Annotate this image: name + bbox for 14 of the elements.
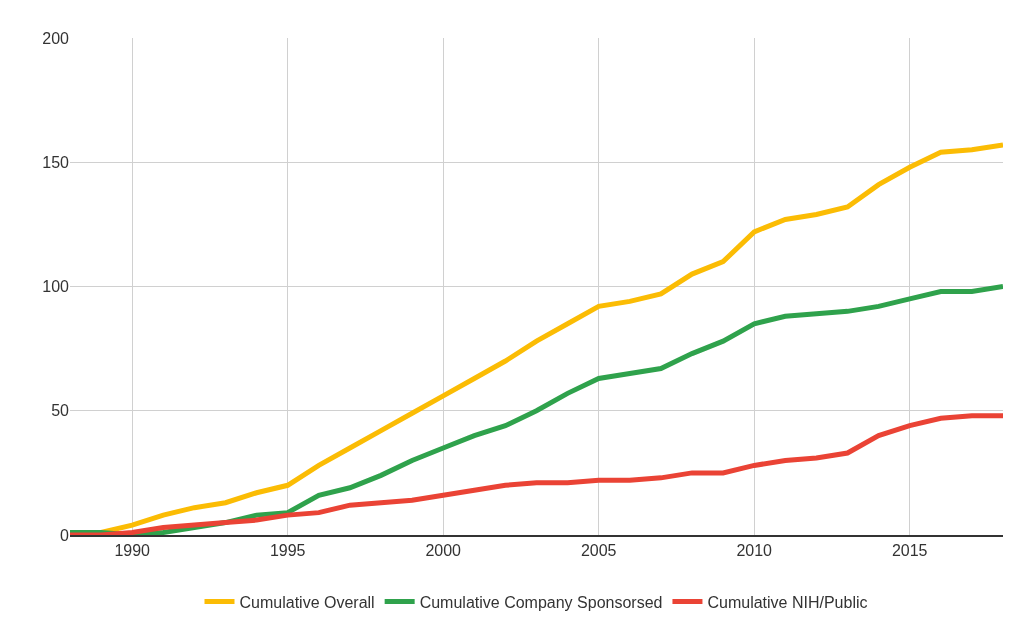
x-tick-label: 1995 <box>269 542 306 560</box>
y-tick-label: 150 <box>42 153 70 171</box>
legend-label: Cumulative Overall <box>239 593 375 611</box>
x-tick-label: 2015 <box>891 542 928 560</box>
x-tick-label: 2000 <box>425 542 462 560</box>
x-tick-label: 1990 <box>114 542 151 560</box>
y-tick-label: 100 <box>42 278 70 296</box>
y-tick-label: 200 <box>42 29 70 47</box>
legend-label: Cumulative Company Sponsorsed <box>419 593 663 611</box>
legend-label: Cumulative NIH/Public <box>707 593 868 611</box>
x-tick-label: 2010 <box>736 542 773 560</box>
y-tick-label: 0 <box>60 526 70 544</box>
x-tick-label: 2005 <box>580 542 617 560</box>
y-tick-label: 50 <box>51 402 70 420</box>
